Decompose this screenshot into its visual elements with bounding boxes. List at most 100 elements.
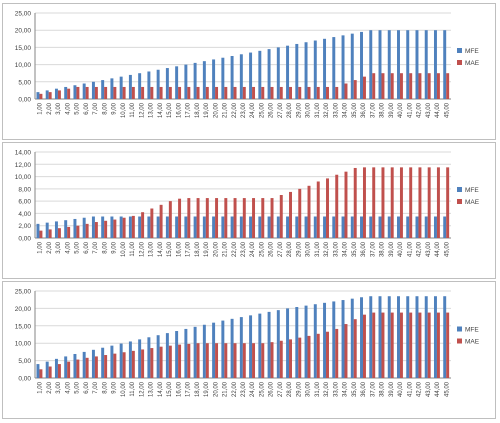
- bar-mfe: [165, 216, 169, 238]
- bar-mae: [344, 83, 348, 99]
- x-tick-label: 43,00: [426, 241, 432, 257]
- x-tick-label: 23,00: [241, 241, 247, 257]
- chart-1-svg: 0,00 5,00 10,00 15,00 20,00 25,00 1,00 2,00 3,00…: [15, 11, 480, 119]
- x-tick-label: 3,00: [56, 241, 62, 253]
- x-tick-label: 33,00: [333, 102, 339, 118]
- x-tick-label: 4,00: [65, 241, 71, 253]
- bar-mfe: [110, 345, 114, 378]
- x-tick-label: 41,00: [407, 241, 413, 257]
- bar-mfe: [249, 52, 253, 99]
- x-tick-label: 14,00: [158, 241, 164, 257]
- bar-mfe: [165, 333, 169, 378]
- x-tick-label: 11,00: [130, 241, 136, 256]
- bar-mae: [122, 352, 126, 378]
- x-tick-label: 15,00: [167, 102, 173, 118]
- bar-mae: [381, 312, 385, 378]
- bar-mfe: [165, 68, 169, 99]
- bar-mae: [104, 220, 108, 238]
- legend-label-mae: MAE: [465, 60, 480, 67]
- bar-mfe: [73, 85, 77, 99]
- bar-mae: [270, 342, 274, 378]
- chart-panel-3: 0,00 5,00 10,00 15,00 20,00 25,00 1,00 2,00 3,00…: [2, 281, 496, 419]
- bar-mae: [335, 174, 339, 238]
- x-tick-label: 6,00: [84, 102, 90, 114]
- bar-mfe: [443, 216, 447, 238]
- x-tick-label: 18,00: [195, 381, 201, 397]
- bar-mfe: [249, 216, 253, 238]
- bar-mfe: [101, 347, 105, 378]
- x-tick-label: 1,00: [38, 241, 44, 253]
- bar-mfe: [101, 80, 105, 99]
- bar-mae: [67, 226, 71, 238]
- bar-mae: [187, 198, 191, 238]
- bar-mae: [205, 86, 209, 99]
- bar-mfe: [360, 297, 363, 378]
- bar-mfe: [286, 45, 290, 99]
- x-tick-label: 33,00: [333, 381, 339, 397]
- bar-mae: [399, 312, 403, 378]
- x-tick-label: 9,00: [112, 102, 118, 114]
- x-tick-label: 14,00: [158, 381, 164, 397]
- bar-mae: [252, 86, 256, 99]
- x-tick-label: 18,00: [195, 241, 201, 257]
- x-tick-label: 9,00: [112, 241, 118, 253]
- bar-mfe: [36, 92, 40, 99]
- bar-mae: [205, 343, 209, 378]
- x-tick-label: 8,00: [102, 381, 108, 393]
- bar-mfe: [175, 216, 179, 238]
- bar-mfe: [443, 296, 447, 378]
- y-tick-label: 15,00: [15, 45, 32, 52]
- bar-mfe: [239, 216, 243, 238]
- bar-mfe: [184, 328, 188, 378]
- legend-swatch-mae: [457, 338, 462, 344]
- bar-mae: [372, 73, 376, 99]
- bar-mae: [113, 86, 117, 99]
- bar-mae: [409, 167, 413, 238]
- x-tick-label: 7,00: [93, 381, 99, 393]
- bar-mae: [270, 198, 274, 238]
- x-tick-label: 28,00: [287, 102, 293, 118]
- bar-mfe: [415, 296, 419, 378]
- legend-label-mfe: MFE: [465, 187, 479, 194]
- bar-mfe: [184, 64, 188, 99]
- x-tick-label: 36,00: [361, 102, 367, 118]
- bar-mfe: [369, 30, 373, 100]
- x-tick-label: 22,00: [232, 241, 238, 257]
- x-tick-label: 29,00: [296, 381, 302, 397]
- bar-mae: [233, 198, 237, 238]
- bar-mae: [353, 80, 357, 99]
- bar-mae: [307, 335, 311, 378]
- x-tick-label: 34,00: [343, 381, 349, 397]
- bar-mfe: [119, 343, 123, 378]
- x-tick-label: 35,00: [352, 381, 358, 397]
- bar-mfe: [369, 216, 373, 238]
- x-tick-label: 30,00: [306, 381, 312, 397]
- bar-mae: [76, 225, 80, 238]
- bar-mae: [215, 343, 219, 378]
- bar-mae: [326, 331, 329, 378]
- x-tick-label: 28,00: [287, 381, 293, 397]
- bar-mfe: [147, 71, 151, 99]
- x-tick-label: 15,00: [167, 241, 173, 257]
- bar-mae: [150, 348, 154, 378]
- bar-mfe: [387, 216, 391, 238]
- x-tick-label: 44,00: [435, 241, 441, 257]
- bar-mfe: [212, 322, 216, 378]
- bar-mfe: [36, 364, 40, 378]
- x-tick-label: 40,00: [398, 241, 404, 257]
- bar-mfe: [267, 49, 271, 99]
- bar-mfe: [202, 61, 206, 99]
- bar-mfe: [378, 296, 382, 378]
- x-tick-label: 26,00: [269, 241, 275, 257]
- x-tick-label: 34,00: [343, 241, 349, 257]
- bar-mae: [215, 198, 219, 238]
- x-tick-label: 1,00: [38, 381, 44, 393]
- bar-mfe: [156, 335, 160, 378]
- legend-label-mfe: MFE: [465, 327, 479, 334]
- x-tick-label: 21,00: [223, 102, 229, 118]
- bar-mae: [353, 167, 357, 238]
- bar-mae: [270, 86, 274, 99]
- x-tick-label: 13,00: [149, 381, 155, 397]
- legend-swatch-mfe: [457, 326, 462, 332]
- x-tick-label: 35,00: [352, 102, 358, 118]
